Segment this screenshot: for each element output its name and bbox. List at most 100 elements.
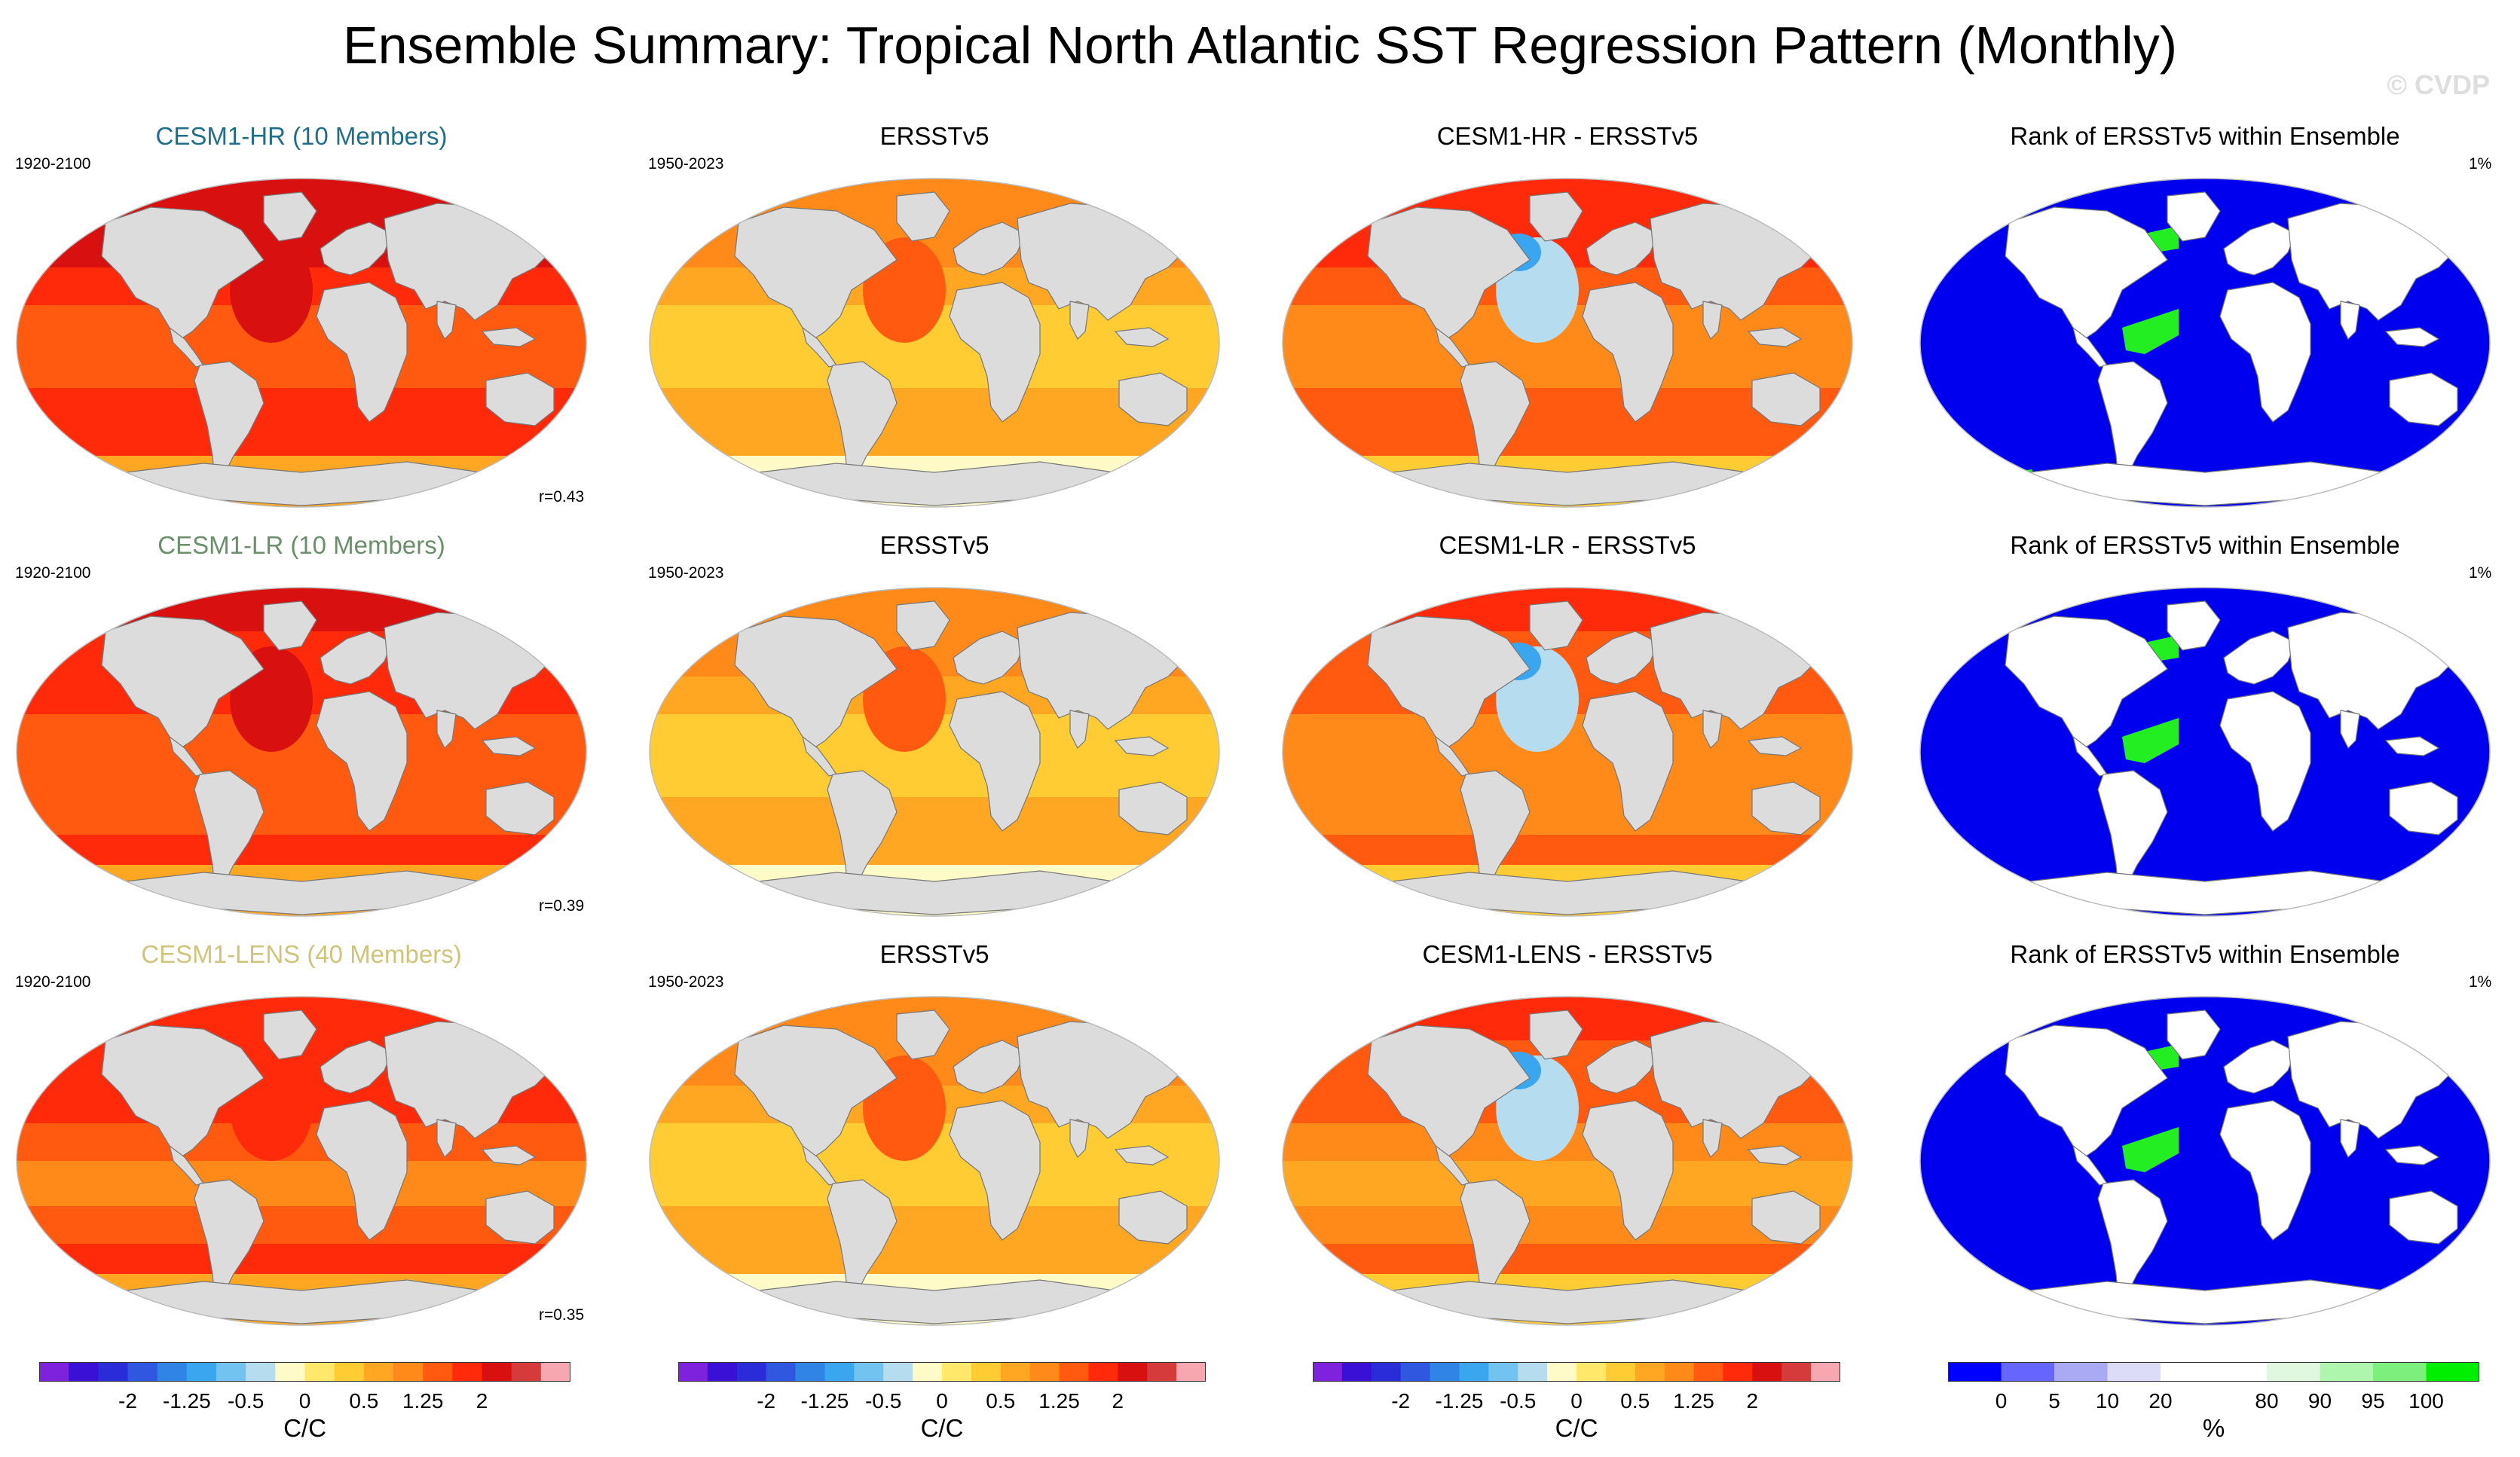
colorbar-unit: C/C [1555, 1414, 1598, 1442]
colorbar-swatch [824, 1362, 855, 1382]
panel-stat-label: r=0.35 [539, 1306, 585, 1324]
sst-regression-map [649, 178, 1220, 508]
sst-band [650, 835, 1219, 865]
colorbar-swatch [1430, 1362, 1460, 1382]
sst-band [650, 1244, 1219, 1274]
colorbar-swatch [1088, 1362, 1118, 1382]
colorbar-swatch [1752, 1362, 1782, 1382]
colorbar-tick-label: 5 [2048, 1389, 2060, 1413]
panel-stat-label: 1% [2469, 973, 2492, 991]
map-outline [16, 587, 587, 917]
colorbar-tick-label: -0.5 [865, 1389, 902, 1413]
colorbar-tick-label: 90 [2307, 1389, 2332, 1413]
colorbar-swatch [1400, 1362, 1431, 1382]
rank-map [1919, 996, 2491, 1326]
sst-band [17, 835, 586, 865]
sst-regression-map [649, 996, 1220, 1326]
colorbar-swatch [186, 1362, 217, 1382]
colorbar-swatch [2426, 1362, 2479, 1382]
map-outline [1919, 178, 2491, 508]
sst-regression-map [16, 178, 587, 508]
colorbar-swatch [304, 1362, 335, 1382]
sst-regression-map [1282, 178, 1853, 508]
panel-title: CESM1-HR (10 Members) [155, 122, 448, 150]
colorbar-swatch [1635, 1362, 1665, 1382]
colorbar-swatch [2320, 1362, 2374, 1382]
panel-stat-label: 1% [2469, 564, 2492, 582]
panel-title: ERSSTv5 [879, 122, 989, 150]
colorbar-swatch [157, 1362, 188, 1382]
colorbar-swatch [1488, 1362, 1518, 1382]
colorbar-swatch [246, 1362, 276, 1382]
colorbar-tick-label: 2 [476, 1389, 488, 1413]
colorbar-swatch [2373, 1362, 2427, 1382]
colorbar-swatch [736, 1362, 767, 1382]
colorbar-tick-label: 80 [2255, 1389, 2279, 1413]
colorbar-swatch [971, 1362, 1002, 1382]
colorbar-swatch [1577, 1362, 1607, 1382]
colorbar-swatch [2001, 1362, 2055, 1382]
colorbar-tick-label: 10 [2095, 1389, 2120, 1413]
colorbar-tick-label: 0.5 [349, 1389, 379, 1413]
colorbar-tick-label: -1.25 [800, 1389, 849, 1413]
sst-regression-map [16, 996, 587, 1326]
panel-period: 1950-2023 [648, 155, 724, 173]
colorbar [1948, 1362, 2479, 1382]
colorbar-swatch [678, 1362, 708, 1382]
colorbar-swatch [766, 1362, 797, 1382]
colorbar-tick-label: 0 [936, 1389, 948, 1413]
colorbar-tick-label: -0.5 [228, 1389, 265, 1413]
colorbar-swatch [1059, 1362, 1089, 1382]
colorbar-swatch [883, 1362, 913, 1382]
colorbar [1313, 1362, 1840, 1382]
colorbar-tick-label: 2 [1112, 1389, 1124, 1413]
colorbar-swatch [1029, 1362, 1060, 1382]
map-outline [649, 587, 1220, 917]
rank-map [1919, 178, 2491, 508]
colorbar-tick-label: 1.25 [1673, 1389, 1714, 1413]
colorbar-border [1948, 1362, 2479, 1382]
colorbar-swatch [511, 1362, 542, 1382]
colorbar-tick-label: 0 [298, 1389, 311, 1413]
panel-title: Rank of ERSSTv5 within Ensemble [2010, 531, 2400, 559]
colorbar-swatch [393, 1362, 424, 1382]
panel-stat-label: r=0.39 [539, 897, 585, 915]
colorbar-swatch [1371, 1362, 1402, 1382]
colorbar-tick-label: 100 [2408, 1389, 2444, 1413]
colorbar [39, 1362, 570, 1382]
sst-band [17, 1244, 586, 1274]
sst-band [1283, 835, 1852, 865]
map-outline [1282, 587, 1853, 917]
rank-high-patch [2122, 718, 2179, 763]
colorbar-swatch [1459, 1362, 1489, 1382]
map-outline [1919, 996, 2491, 1326]
panel-period: 1950-2023 [648, 973, 724, 991]
colorbar-swatch [127, 1362, 158, 1382]
colorbar-swatch [540, 1362, 570, 1382]
map-outline [649, 996, 1220, 1326]
sst-band [1283, 426, 1852, 456]
colorbar-swatch [795, 1362, 825, 1382]
panel-period: 1950-2023 [648, 564, 724, 582]
panel-period: 1920-2100 [15, 155, 91, 173]
colorbar-swatch [334, 1362, 365, 1382]
panel-title: CESM1-LR - ERSSTv5 [1439, 531, 1696, 559]
colorbar-swatch [942, 1362, 972, 1382]
colorbar-border [1313, 1362, 1840, 1382]
colorbar-swatch [1518, 1362, 1548, 1382]
colorbar-border [678, 1362, 1206, 1382]
map-outline [16, 178, 587, 508]
panel-title: CESM1-LR (10 Members) [158, 531, 445, 559]
colorbar-swatch [1664, 1362, 1695, 1382]
colorbar-border [39, 1362, 570, 1382]
colorbar-swatch [913, 1362, 943, 1382]
colorbar-swatch [854, 1362, 884, 1382]
colorbar-swatch [1547, 1362, 1577, 1382]
colorbar-swatch [2267, 1362, 2320, 1382]
colorbar-swatch [1723, 1362, 1753, 1382]
colorbar-tick-label: 2 [1746, 1389, 1759, 1413]
colorbar-tick-label: 0.5 [1620, 1389, 1650, 1413]
map-outline [1282, 178, 1853, 508]
colorbar-swatch [275, 1362, 305, 1382]
colorbar-swatch [2054, 1362, 2108, 1382]
